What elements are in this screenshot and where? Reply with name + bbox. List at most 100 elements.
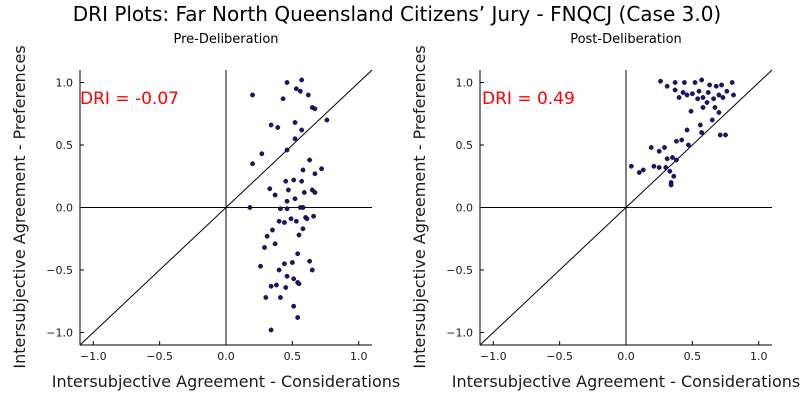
- x-tick-label: 0.0: [217, 350, 235, 363]
- data-point: [291, 177, 297, 183]
- data-point: [278, 295, 283, 300]
- data-point: [656, 148, 662, 154]
- data-point: [293, 86, 299, 92]
- data-point: [674, 138, 679, 144]
- pre-deliberation-panel: Pre-Deliberation Intersubjective Agreeme…: [10, 32, 400, 391]
- data-point: [711, 96, 716, 102]
- data-point: [716, 110, 722, 115]
- data-point: [268, 122, 274, 128]
- x-tick-label: −1.0: [480, 350, 507, 363]
- x-tick-label: −1.0: [80, 350, 107, 363]
- data-point: [247, 205, 253, 210]
- data-point: [705, 90, 711, 95]
- y-tick-label: 1.0: [56, 77, 74, 90]
- data-point: [719, 82, 724, 88]
- x-tick-label: 0.0: [617, 350, 635, 363]
- data-point: [628, 163, 634, 169]
- y-tick-label: −0.5: [46, 264, 73, 277]
- post-deliberation-panel: Post-Deliberation Intersubjective Agreem…: [410, 32, 800, 391]
- data-point: [292, 120, 298, 125]
- data-point: [284, 198, 290, 204]
- data-point: [682, 80, 687, 85]
- data-point: [295, 315, 301, 320]
- data-point: [291, 276, 297, 282]
- data-point: [285, 187, 291, 193]
- data-point: [664, 156, 670, 162]
- data-point: [709, 117, 715, 123]
- data-point: [311, 213, 316, 219]
- data-point: [268, 283, 274, 289]
- data-point: [668, 182, 674, 188]
- data-point: [676, 95, 682, 100]
- y-axis-label: Intersubjective Agreement - Preferences: [410, 45, 429, 368]
- data-point: [671, 173, 677, 179]
- data-point: [640, 167, 646, 173]
- data-point: [729, 80, 735, 85]
- y-tick-label: −0.5: [446, 264, 473, 277]
- data-point: [664, 83, 670, 89]
- data-point: [672, 80, 678, 85]
- data-point: [292, 196, 298, 202]
- data-point: [300, 167, 306, 173]
- data-point: [695, 96, 701, 102]
- data-point: [700, 95, 706, 100]
- diagonal-line: [79, 69, 373, 346]
- data-point: [296, 232, 302, 238]
- data-point: [250, 161, 255, 167]
- axes: −1.0 −0.5 0.0 0.5 1.0 −1.0 −0.5 0.0 0.5 1.0: [46, 69, 373, 363]
- y-axis-label: Intersubjective Agreement - Preferences: [10, 45, 29, 368]
- data-point: [268, 327, 274, 333]
- data-point: [688, 108, 694, 114]
- data-point: [724, 88, 730, 94]
- x-axis-label: Intersubjective Agreement - Consideratio…: [452, 372, 800, 391]
- data-point: [699, 77, 705, 83]
- y-tick-label: 0.5: [56, 139, 74, 152]
- data-point: [636, 170, 642, 175]
- data-point: [324, 117, 330, 123]
- data-point: [283, 285, 289, 290]
- data-point: [696, 88, 702, 94]
- data-point: [667, 168, 673, 174]
- axes: −1.0 −0.5 0.0 0.5 1.0 −1.0 −0.5 0.0 0.5 1.0: [446, 69, 773, 363]
- data-point: [731, 92, 736, 98]
- data-point: [312, 190, 318, 195]
- data-point: [300, 226, 306, 232]
- data-point: [307, 258, 313, 264]
- data-point: [663, 165, 669, 170]
- data-point: [670, 155, 675, 160]
- data-point: [319, 166, 324, 172]
- data-point: [267, 186, 273, 192]
- y-tick-label: −1.0: [446, 327, 473, 340]
- data-point: [299, 178, 305, 184]
- data-point: [720, 95, 726, 100]
- data-point: [685, 142, 691, 148]
- data-point: [288, 216, 294, 222]
- data-point: [697, 122, 703, 128]
- data-point: [312, 106, 318, 112]
- data-point: [680, 90, 686, 95]
- data-point: [692, 80, 698, 85]
- data-point: [707, 82, 713, 88]
- data-point: [648, 145, 654, 150]
- data-point: [679, 137, 685, 143]
- data-point: [283, 178, 289, 184]
- data-point: [284, 80, 290, 85]
- data-point: [275, 125, 281, 130]
- data-point: [264, 233, 270, 239]
- panel-title: Pre-Deliberation: [173, 32, 278, 47]
- x-tick-label: 1.0: [350, 350, 368, 363]
- data-point: [284, 273, 290, 279]
- data-point: [304, 216, 310, 222]
- data-point: [307, 157, 313, 163]
- data-point: [272, 192, 278, 198]
- data-point: [259, 151, 265, 157]
- x-tick-label: 0.5: [284, 350, 302, 363]
- data-point: [291, 303, 297, 309]
- x-tick-label: −0.5: [146, 350, 173, 363]
- data-point: [289, 260, 295, 265]
- data-point: [312, 171, 318, 177]
- data-point: [672, 87, 678, 93]
- x-tick-label: 0.5: [684, 350, 702, 363]
- diagonal-line: [479, 69, 773, 346]
